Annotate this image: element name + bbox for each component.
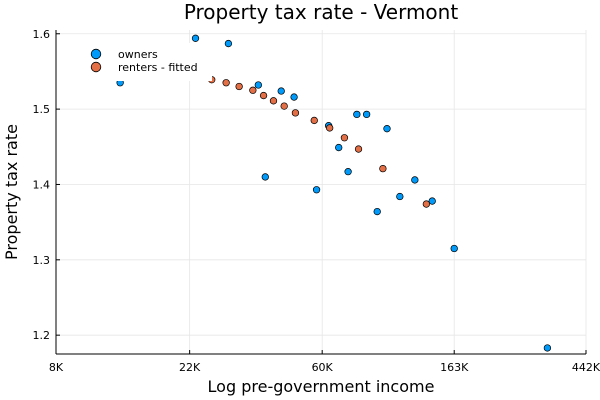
point-owners — [261, 173, 269, 181]
point-owners — [428, 197, 436, 205]
point-owners — [344, 168, 352, 176]
x-tick-label: 8K — [49, 361, 64, 374]
x-tick-label: 442K — [572, 361, 600, 374]
point-renters-fitted — [222, 79, 230, 87]
axes — [55, 30, 586, 355]
point-owners — [362, 110, 371, 119]
point-owners — [335, 143, 343, 152]
point-renters-fitted — [249, 86, 257, 94]
chart-title: Property tax rate - Vermont — [184, 0, 459, 24]
point-renters-fitted — [269, 97, 278, 105]
y-tick-label: 1.6 — [33, 28, 51, 41]
x-tick-label: 60K — [312, 361, 334, 374]
x-axis-label: Log pre-government income — [208, 377, 435, 396]
point-owners — [383, 125, 391, 133]
point-renters-fitted — [422, 200, 430, 208]
point-owners — [411, 176, 419, 184]
point-owners — [396, 192, 404, 201]
point-owners — [543, 344, 552, 352]
legend: owners renters - fitted — [84, 43, 212, 81]
grid — [55, 30, 587, 354]
legend-marker-owners — [90, 48, 102, 60]
x-tick-label: 22K — [179, 361, 201, 374]
y-tick-label: 1.4 — [33, 178, 51, 191]
point-owners — [191, 34, 200, 42]
point-owners — [450, 244, 458, 253]
point-owners — [224, 39, 233, 48]
point-renters-fitted — [379, 164, 387, 173]
point-owners — [312, 186, 321, 194]
point-owners — [353, 110, 361, 119]
point-renters-fitted — [259, 91, 268, 100]
y-tick-label: 1.3 — [33, 254, 51, 267]
y-axis-label: Property tax rate — [2, 124, 21, 260]
point-renters-fitted — [310, 116, 318, 125]
point-owners — [373, 207, 381, 216]
point-owners — [277, 87, 285, 95]
point-owners — [290, 93, 298, 101]
x-tick-label: 163K — [440, 361, 469, 374]
point-renters-fitted — [354, 145, 363, 153]
legend-label-owners: owners — [118, 48, 158, 61]
legend-background — [84, 43, 212, 81]
y-tick-label: 1.2 — [33, 329, 51, 342]
legend-marker-renters-fitted — [90, 61, 102, 73]
data-points — [116, 34, 552, 352]
point-renters-fitted — [326, 124, 334, 132]
legend-label-renters-fitted: renters - fitted — [118, 61, 198, 74]
point-renters-fitted — [340, 134, 349, 142]
ticks: 8K 22K 60K 163K 442K 1.2 1.3 1.4 1.5 1.6 — [33, 28, 600, 374]
point-renters-fitted — [291, 109, 300, 117]
point-renters-fitted — [235, 82, 243, 91]
point-owners — [254, 81, 262, 89]
point-renters-fitted — [280, 102, 288, 110]
y-tick-label: 1.5 — [33, 103, 51, 116]
